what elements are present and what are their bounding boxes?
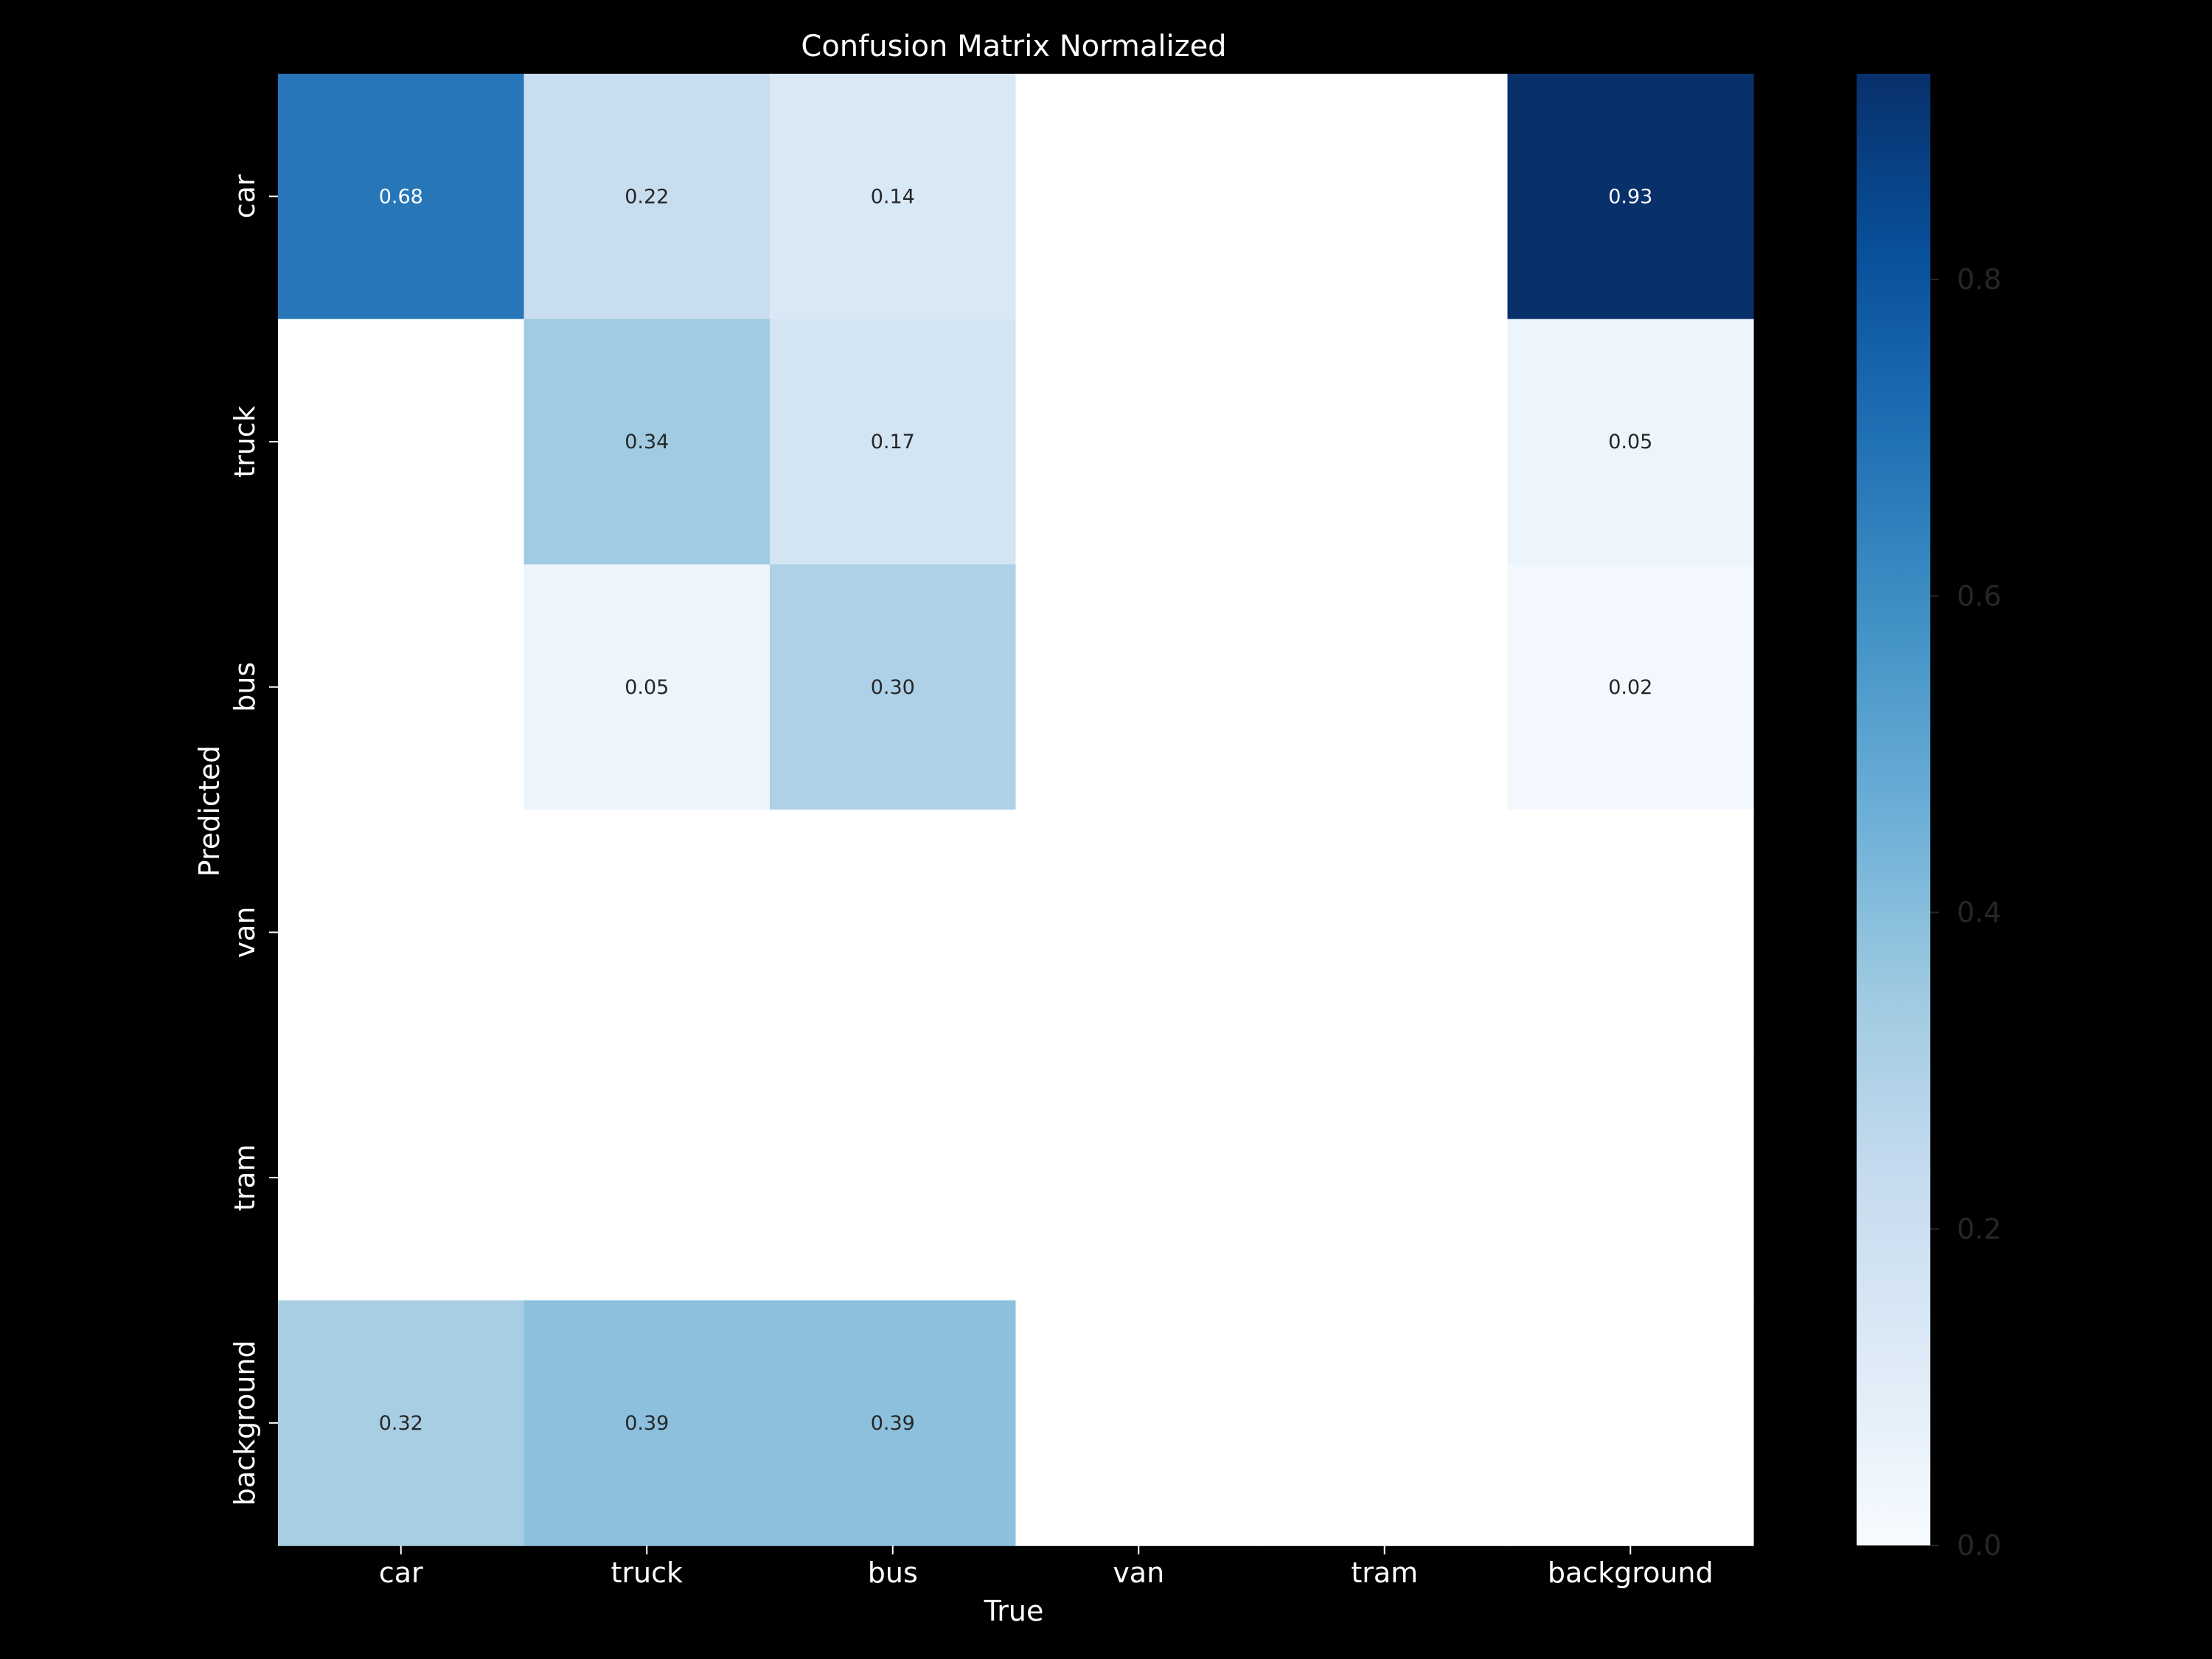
y-tick-label-background: background xyxy=(229,1340,261,1506)
cell-car-bus xyxy=(770,74,1017,320)
cell-tram-tram xyxy=(1262,1054,1509,1301)
cell-bus-car xyxy=(278,564,525,810)
colorbar xyxy=(1857,74,1930,1545)
cell-tram-truck xyxy=(524,1054,771,1301)
colorbar-tick-label-4: 0.8 xyxy=(1957,263,2001,296)
heatmap-cells xyxy=(278,74,1754,1546)
cell-label-bus-truck: 0.05 xyxy=(625,676,669,699)
x-tick-label-background: background xyxy=(1548,1557,1714,1589)
x-tick-label-car: car xyxy=(379,1557,423,1589)
cell-label-car-bus: 0.14 xyxy=(871,185,915,208)
x-axis-label: True xyxy=(984,1595,1044,1627)
cell-van-van xyxy=(1015,810,1262,1056)
cell-background-truck xyxy=(524,1300,771,1546)
cell-background-background xyxy=(1507,1300,1754,1546)
cell-van-tram xyxy=(1262,810,1509,1056)
cell-car-background xyxy=(1507,74,1754,320)
cell-van-truck xyxy=(524,810,771,1056)
cell-truck-truck xyxy=(524,319,771,565)
cell-label-car-background: 0.93 xyxy=(1608,185,1652,208)
y-tick-label-bus: bus xyxy=(229,662,261,712)
cell-label-car-car: 0.68 xyxy=(379,185,423,208)
cell-bus-truck xyxy=(524,564,771,810)
cell-label-truck-background: 0.05 xyxy=(1608,431,1652,453)
cell-label-background-car: 0.32 xyxy=(379,1412,423,1435)
cell-value-labels: 0.68 0.22 0.14 0.93 0.34 0.17 0.05 0.05 0.30 0.02… xyxy=(379,185,1653,1435)
y-tick-label-truck: truck xyxy=(229,406,261,478)
cell-label-background-bus: 0.39 xyxy=(871,1412,915,1435)
colorbar-tick-label-2: 0.4 xyxy=(1957,897,2001,929)
cell-truck-background xyxy=(1507,319,1754,565)
chart-title: Confusion Matrix Normalized xyxy=(801,29,1226,63)
cell-car-tram xyxy=(1262,74,1509,320)
cell-tram-van xyxy=(1015,1054,1262,1301)
colorbar-tick-label-3: 0.6 xyxy=(1957,580,2001,612)
cell-bus-van xyxy=(1015,564,1262,810)
y-axis-label: Predicted xyxy=(193,745,226,877)
x-axis-ticks: car truck bus van tram background xyxy=(379,1545,1714,1589)
y-tick-label-tram: tram xyxy=(229,1144,261,1211)
cell-car-car xyxy=(278,74,525,320)
cell-truck-bus xyxy=(770,319,1017,565)
cell-background-bus xyxy=(770,1300,1017,1546)
colorbar-tick-label-1: 0.2 xyxy=(1957,1213,2001,1245)
cell-van-car xyxy=(278,810,525,1056)
cell-label-bus-background: 0.02 xyxy=(1608,676,1652,699)
cell-label-car-truck: 0.22 xyxy=(625,185,669,208)
cell-bus-background xyxy=(1507,564,1754,810)
cell-label-bus-bus: 0.30 xyxy=(871,676,915,699)
cell-bus-bus xyxy=(770,564,1017,810)
cell-van-bus xyxy=(770,810,1017,1056)
colorbar-tick-label-0: 0.0 xyxy=(1957,1529,2001,1562)
y-axis-ticks: car truck bus van tram background xyxy=(229,174,278,1506)
cell-car-truck xyxy=(524,74,771,320)
cell-label-background-truck: 0.39 xyxy=(625,1412,669,1435)
cell-tram-car xyxy=(278,1054,525,1301)
cell-truck-van xyxy=(1015,319,1262,565)
cell-label-truck-truck: 0.34 xyxy=(625,431,669,453)
colorbar-ticks: 0.0 0.2 0.4 0.6 0.8 xyxy=(1930,263,2001,1562)
x-tick-label-truck: truck xyxy=(611,1557,683,1589)
cell-van-background xyxy=(1507,810,1754,1056)
cell-car-van xyxy=(1015,74,1262,320)
cell-background-van xyxy=(1015,1300,1262,1546)
cell-label-truck-bus: 0.17 xyxy=(871,431,915,453)
cell-tram-bus xyxy=(770,1054,1017,1301)
cell-background-car xyxy=(278,1300,525,1546)
x-tick-label-van: van xyxy=(1113,1557,1164,1589)
cell-tram-background xyxy=(1507,1054,1754,1301)
y-tick-label-car: car xyxy=(229,174,261,218)
cell-bus-tram xyxy=(1262,564,1509,810)
cell-truck-car xyxy=(278,319,525,565)
y-tick-label-van: van xyxy=(229,907,261,959)
cell-background-tram xyxy=(1262,1300,1509,1546)
x-tick-label-tram: tram xyxy=(1351,1557,1418,1589)
x-tick-label-bus: bus xyxy=(868,1557,918,1589)
cell-truck-tram xyxy=(1262,319,1509,565)
